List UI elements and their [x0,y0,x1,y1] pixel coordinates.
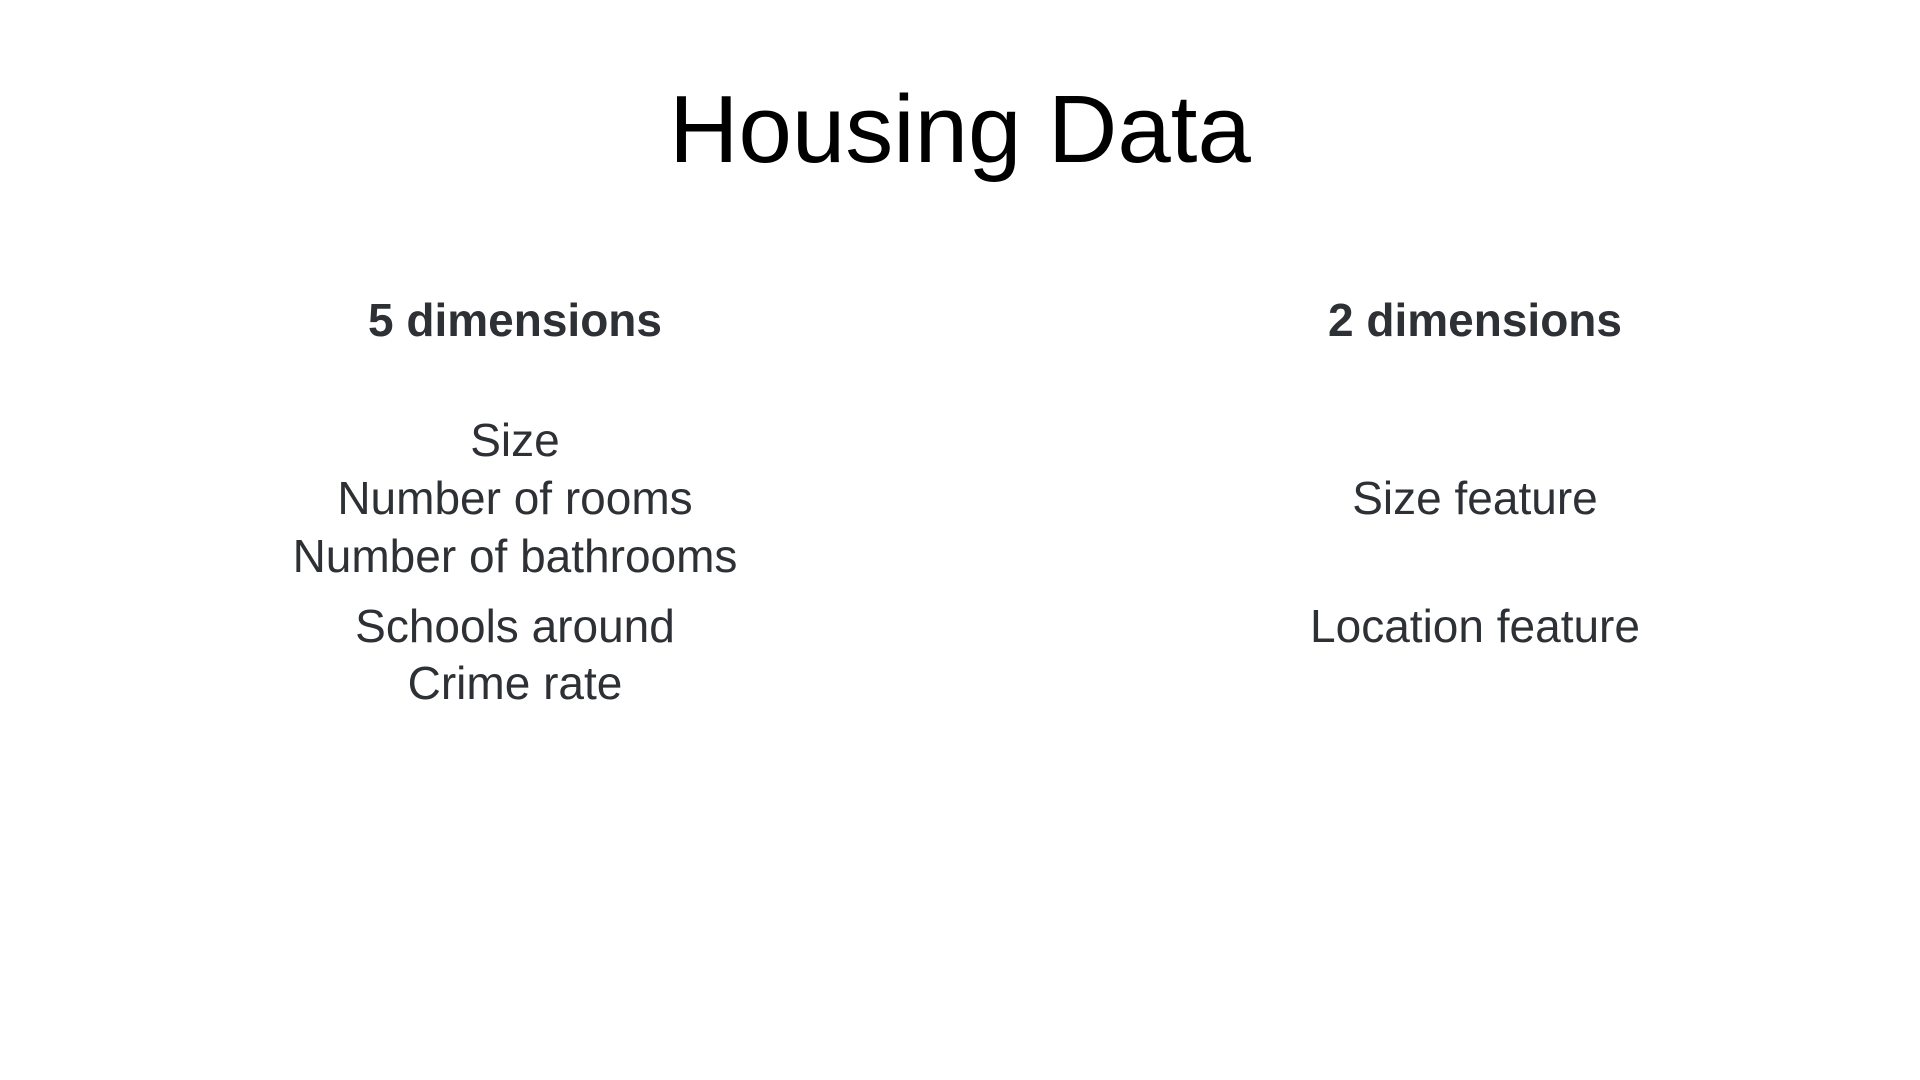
right-item-size-feature: Size feature [1352,472,1598,524]
left-column-heading: 5 dimensions [368,294,662,346]
left-column: 5 dimensions Size Number of rooms Number… [165,290,865,709]
left-item-number-of-bathrooms: Number of bathrooms [292,530,738,582]
right-column-heading: 2 dimensions [1328,294,1622,346]
slide-title: Housing Data [669,76,1251,183]
left-item-number-of-rooms: Number of rooms [337,472,693,524]
right-column: 2 dimensions Size feature Location featu… [1125,290,1825,652]
right-item-location-feature: Location feature [1310,600,1640,652]
left-item-size: Size [470,414,560,466]
left-item-schools-around: Schools around [355,600,675,652]
left-item-crime-rate: Crime rate [407,657,623,709]
